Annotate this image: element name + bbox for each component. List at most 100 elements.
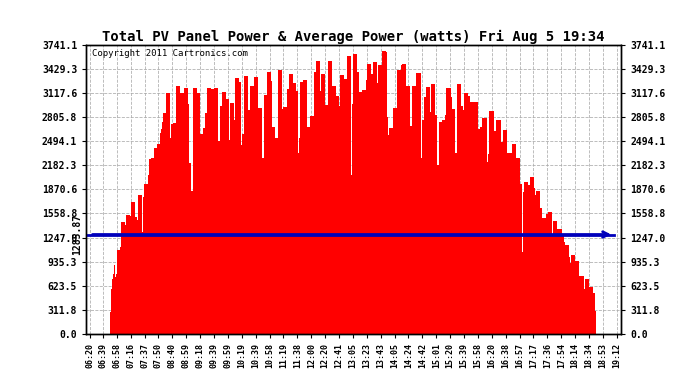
Bar — [294, 83, 295, 334]
Bar — [196, 88, 197, 334]
Bar — [547, 214, 548, 334]
Bar — [239, 82, 240, 334]
Bar — [182, 93, 183, 334]
Bar — [434, 84, 435, 334]
Bar — [352, 104, 353, 334]
Bar — [478, 129, 479, 334]
Bar — [435, 116, 436, 334]
Bar — [491, 111, 492, 334]
Bar — [371, 74, 372, 334]
Bar — [430, 112, 431, 334]
Bar — [162, 122, 163, 334]
Bar — [452, 109, 453, 334]
Bar — [329, 62, 330, 334]
Bar — [254, 77, 255, 334]
Bar — [466, 93, 467, 334]
Bar — [113, 274, 114, 334]
Bar — [125, 222, 126, 334]
Bar — [456, 153, 457, 334]
Bar — [440, 122, 441, 334]
Bar — [271, 81, 272, 334]
Bar — [342, 75, 343, 334]
Bar — [191, 191, 192, 334]
Bar — [474, 102, 475, 334]
Bar — [194, 88, 195, 334]
Bar — [427, 87, 428, 334]
Bar — [168, 93, 169, 334]
Bar — [309, 127, 310, 334]
Bar — [397, 70, 398, 334]
Bar — [276, 138, 277, 334]
Bar — [586, 279, 587, 334]
Bar — [517, 158, 518, 334]
Bar — [222, 92, 223, 334]
Bar — [544, 219, 545, 334]
Bar — [467, 93, 468, 334]
Bar — [237, 78, 238, 334]
Bar — [160, 134, 161, 334]
Bar — [360, 92, 361, 334]
Bar — [368, 64, 369, 334]
Bar — [136, 217, 137, 334]
Bar — [260, 108, 261, 334]
Bar — [508, 153, 509, 334]
Bar — [370, 64, 371, 334]
Bar — [577, 261, 578, 334]
Bar — [569, 256, 570, 334]
Bar — [391, 128, 392, 334]
Bar — [558, 230, 559, 334]
Bar — [484, 117, 485, 334]
Bar — [145, 184, 146, 334]
Bar — [562, 234, 563, 334]
Bar — [386, 117, 387, 334]
Bar — [131, 202, 132, 334]
Bar — [318, 62, 319, 334]
Bar — [412, 86, 413, 334]
Bar — [270, 72, 271, 334]
Bar — [465, 93, 466, 334]
Bar — [486, 140, 487, 334]
Bar — [325, 74, 326, 334]
Bar — [277, 69, 278, 334]
Bar — [501, 142, 502, 334]
Bar — [356, 54, 357, 334]
Bar — [199, 93, 200, 334]
Bar — [470, 102, 471, 334]
Bar — [488, 154, 489, 334]
Bar — [548, 212, 549, 334]
Bar — [158, 144, 159, 334]
Bar — [485, 117, 486, 334]
Bar — [534, 189, 535, 334]
Bar — [118, 250, 119, 334]
Bar — [385, 51, 386, 334]
Bar — [267, 72, 268, 334]
Bar — [269, 72, 270, 334]
Bar — [553, 221, 554, 334]
Bar — [585, 279, 586, 334]
Bar — [344, 79, 345, 334]
Bar — [285, 107, 286, 334]
Bar — [133, 202, 134, 334]
Bar — [214, 88, 215, 334]
Bar — [326, 105, 327, 334]
Bar — [219, 141, 220, 334]
Bar — [322, 74, 323, 334]
Bar — [381, 65, 382, 334]
Bar — [117, 250, 118, 334]
Bar — [246, 76, 247, 334]
Bar — [252, 86, 253, 334]
Bar — [395, 108, 396, 334]
Bar — [372, 74, 373, 334]
Bar — [392, 128, 393, 334]
Bar — [530, 177, 531, 334]
Bar — [471, 102, 472, 334]
Bar — [405, 64, 406, 334]
Bar — [211, 89, 212, 334]
Bar — [439, 165, 440, 334]
Bar — [176, 86, 177, 334]
Bar — [349, 56, 350, 334]
Bar — [518, 158, 519, 334]
Bar — [244, 76, 245, 334]
Bar — [363, 90, 364, 334]
Bar — [284, 107, 285, 334]
